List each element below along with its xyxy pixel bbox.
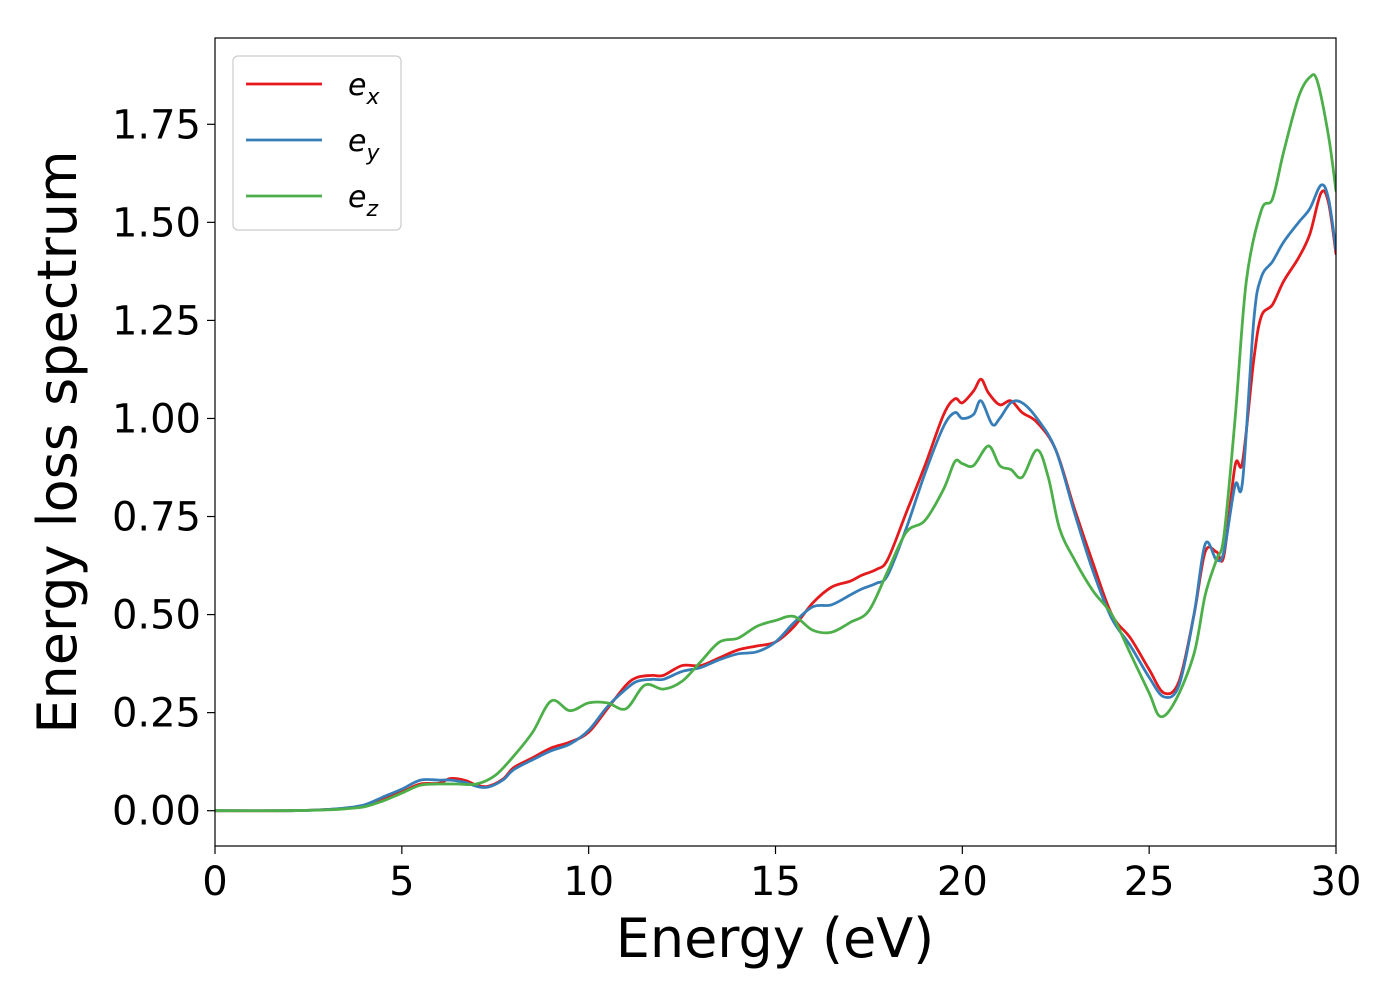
series-line-ez (215, 73, 1336, 813)
x-axis: 0 5 10 15 20 25 30 (202, 846, 1361, 905)
x-tick-label: 20 (937, 859, 988, 905)
x-tick-label: 25 (1124, 859, 1175, 905)
y-tick-label: 0.25 (112, 691, 201, 737)
x-axis-label: Energy (eV) (616, 907, 935, 970)
legend-entry-ex: ex (348, 68, 380, 110)
y-tick-label: 0.50 (112, 593, 201, 639)
x-tick-label: 10 (563, 859, 614, 905)
legend-entry-ey: ey (348, 124, 380, 166)
legend-label: e (348, 68, 366, 103)
legend-label: e (348, 180, 366, 215)
legend-box (232, 55, 402, 231)
legend-label: e (348, 124, 366, 159)
x-tick-label: 5 (389, 859, 414, 905)
y-tick-label: 1.25 (112, 298, 201, 344)
x-tick-label: 0 (202, 859, 227, 905)
y-axis: 0.00 0.25 0.50 0.75 1.00 1.25 1.50 1.75 (112, 102, 215, 835)
series-layer (215, 73, 1336, 813)
legend-label-subscript: x (365, 85, 380, 110)
y-tick-label: 1.00 (112, 396, 201, 442)
legend-label-subscript: z (365, 197, 378, 222)
legend-entry-ez: ez (348, 180, 378, 222)
x-tick-label: 30 (1311, 859, 1362, 905)
x-tick-label: 15 (750, 859, 801, 905)
y-axis-label: Energy loss spectrum (26, 150, 89, 733)
y-tick-label: 0.75 (112, 495, 201, 541)
series-line-ey (215, 183, 1336, 813)
y-tick-label: 0.00 (112, 789, 201, 835)
y-tick-label: 1.50 (112, 200, 201, 246)
y-tick-label: 1.75 (112, 102, 201, 148)
legend-label-subscript: y (365, 141, 380, 166)
